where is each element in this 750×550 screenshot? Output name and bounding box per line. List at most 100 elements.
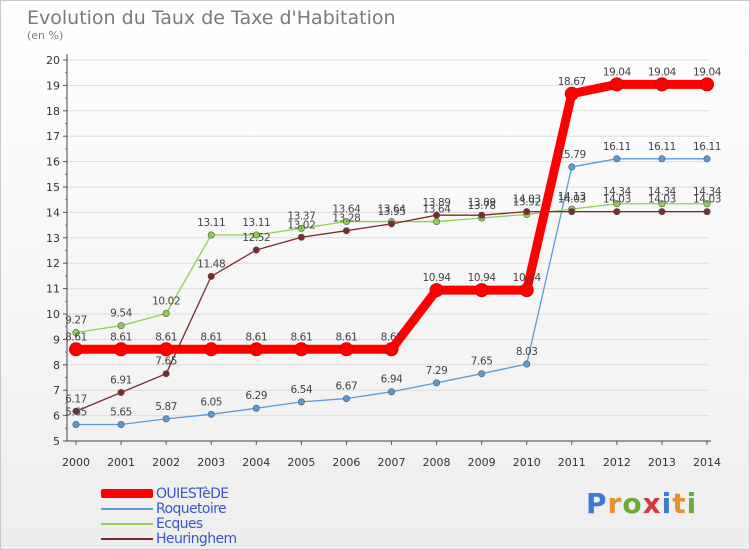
y-tick-label: 17	[46, 130, 60, 143]
legend-swatch-roquetoire	[101, 507, 153, 510]
x-tick-label: 2011	[558, 456, 586, 469]
data-point	[568, 208, 576, 216]
data-label: 13.89	[423, 197, 451, 209]
y-tick-label: 12	[46, 257, 60, 270]
data-point	[252, 246, 260, 254]
unit-label: (en %)	[27, 29, 64, 42]
data-label: 10.02	[152, 295, 180, 307]
data-label: 9.27	[65, 315, 87, 327]
x-tick-label: 2001	[107, 456, 135, 469]
data-point	[69, 342, 83, 357]
data-label: 13.64	[332, 204, 361, 216]
data-point	[117, 388, 125, 396]
data-label: 8.61	[110, 331, 132, 343]
data-point	[252, 231, 260, 239]
data-point	[703, 208, 711, 216]
data-label: 10.94	[423, 272, 452, 284]
x-tick-label: 2009	[468, 456, 496, 469]
data-point	[613, 155, 621, 163]
data-label: 10.94	[513, 272, 542, 284]
data-point	[342, 395, 350, 403]
data-point	[613, 208, 621, 216]
data-label: 10.94	[468, 272, 497, 284]
data-point	[207, 410, 215, 418]
data-label: 13.64	[423, 204, 452, 216]
data-label: 15.79	[558, 149, 586, 161]
data-point	[658, 200, 666, 208]
x-tick-label: 2014	[693, 456, 721, 469]
logo-letter: t	[672, 487, 687, 520]
data-point	[654, 77, 669, 92]
data-label: 19.04	[603, 66, 632, 78]
data-point	[433, 379, 441, 387]
data-label: 14.34	[603, 186, 632, 198]
y-tick-label: 19	[46, 79, 60, 92]
data-point	[384, 342, 399, 357]
data-point	[249, 342, 264, 357]
data-label: 12.52	[242, 232, 270, 244]
data-point	[433, 218, 441, 226]
logo-letter: o	[622, 487, 643, 520]
data-point	[342, 218, 350, 226]
data-label: 19.04	[648, 66, 677, 78]
data-label: 6.29	[245, 390, 267, 402]
legend-label: Ecques	[156, 515, 203, 532]
data-point	[387, 220, 395, 228]
data-point	[72, 329, 80, 337]
x-tick-label: 2008	[423, 456, 451, 469]
data-label: 19.04	[693, 66, 722, 78]
y-tick-label: 8	[53, 359, 60, 372]
data-label: 6.17	[65, 393, 87, 405]
data-label: 7.29	[426, 365, 448, 377]
data-label: 18.67	[558, 76, 586, 88]
logo-letter: i	[661, 487, 673, 520]
data-point	[342, 227, 350, 235]
x-tick-label: 2003	[197, 456, 225, 469]
legend-item-ouiestede: OUIESTèDE	[101, 486, 229, 502]
data-point	[478, 211, 486, 219]
logo-letter: r	[607, 487, 623, 520]
data-point	[609, 77, 624, 92]
data-point	[519, 283, 534, 298]
data-label: 14.03	[603, 194, 631, 206]
data-point	[523, 208, 531, 216]
data-point	[117, 420, 125, 428]
data-point	[523, 360, 531, 368]
data-point	[162, 309, 170, 317]
x-tick-label: 2012	[603, 456, 631, 469]
y-tick-label: 16	[46, 156, 60, 169]
data-label: 6.94	[381, 374, 403, 386]
data-label: 8.61	[381, 331, 403, 343]
data-point	[474, 283, 489, 298]
data-label: 13.55	[377, 206, 405, 218]
data-point	[703, 155, 711, 163]
data-point	[387, 388, 395, 396]
y-tick-label: 10	[46, 308, 60, 321]
data-label: 5.87	[155, 401, 177, 413]
data-label: 14.13	[558, 191, 586, 203]
data-point	[613, 200, 621, 208]
data-label: 8.03	[516, 346, 538, 358]
y-tick-label: 13	[46, 232, 60, 245]
data-point	[297, 233, 305, 241]
data-point	[72, 407, 80, 415]
x-tick-label: 2005	[287, 456, 315, 469]
data-point	[703, 200, 711, 208]
data-label: 8.61	[290, 331, 312, 343]
data-label: 14.03	[558, 194, 586, 206]
x-tick-label: 2000	[62, 456, 90, 469]
data-label: 9.54	[110, 308, 132, 320]
data-label: 6.05	[200, 396, 222, 408]
logo-letter: i	[686, 487, 698, 520]
x-tick-label: 2013	[648, 456, 676, 469]
data-point	[72, 420, 80, 428]
legend-label: Roquetoire	[156, 500, 227, 517]
data-point	[204, 342, 219, 357]
legend-swatch-ouiestede	[101, 489, 153, 498]
data-point	[297, 224, 305, 232]
data-label: 13.64	[377, 204, 406, 216]
legend-swatch-heuringhem	[101, 537, 153, 540]
data-label: 6.91	[110, 374, 132, 386]
logo-letter: P	[586, 487, 608, 520]
